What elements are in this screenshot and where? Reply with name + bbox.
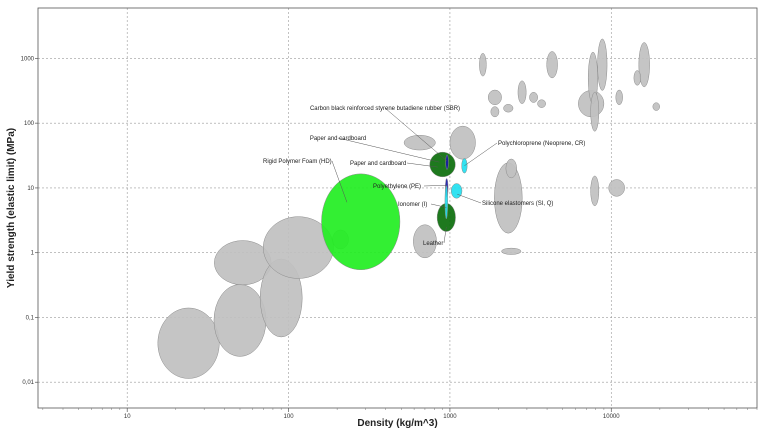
annotation-label: Paper and cardboard (310, 136, 366, 142)
annotation-leader (384, 107, 448, 162)
bubble-material (503, 104, 514, 113)
bubble-ionomer-i (444, 185, 448, 220)
y-axis-label: Yield strength (elastic limit) (MPa) (6, 128, 17, 288)
annotation-leader (430, 203, 447, 208)
bubble-material (479, 53, 487, 77)
annotation-leader (457, 193, 482, 204)
annotation-label: Rigid Polymer Foam (HD) (263, 159, 332, 165)
bubble-material (517, 80, 527, 104)
bubble-material (214, 240, 272, 286)
bubble-rigid-polymer-foam-hd (321, 173, 401, 270)
annotation-label: Silicone elastomers (SI, Q) (482, 201, 553, 207)
annotations: Carbon black reinforced styrene butadien… (263, 106, 585, 247)
bubble-material (449, 125, 476, 160)
y-tick-label: 0,1 (26, 315, 35, 321)
bubble-material (633, 70, 641, 86)
bubble-material (487, 89, 502, 106)
y-tick-label: 1 (31, 251, 35, 257)
bubble-material (403, 135, 436, 151)
y-tick-label: 0,01 (22, 380, 34, 386)
x-tick-label: 10000 (603, 414, 620, 420)
x-axis-label: Density (kg/m^3) (357, 418, 437, 429)
leader-lines (331, 107, 498, 244)
annotation-label: Ionomer (I) (398, 202, 427, 208)
annotation-leader (337, 137, 440, 163)
bubble-material (652, 102, 660, 111)
y-tick-label: 1000 (21, 56, 35, 62)
annotation-label: Carbon black reinforced styrene butadien… (310, 106, 460, 112)
y-tick-label: 10 (27, 186, 34, 192)
y-tick-label: 100 (24, 121, 35, 127)
bubble-material (590, 175, 600, 207)
x-tick-label: 100 (284, 414, 295, 420)
bubble-layer (157, 38, 660, 379)
bubble-material (608, 179, 625, 197)
bubble-material (537, 99, 546, 108)
bubble-material (490, 106, 500, 118)
bubble-material (546, 51, 558, 79)
bubble-silicone-elastomers-si-q (450, 183, 463, 199)
annotation-label: Polyethylene (PE) (373, 184, 421, 190)
bubble-material (529, 92, 538, 103)
bubble-paper-and-cardboard (429, 151, 456, 178)
annotation-leader (464, 142, 498, 166)
annotation-leader (443, 226, 447, 244)
annotation-leader (406, 162, 438, 168)
plot-frame (37, 7, 758, 409)
bubble-material (501, 247, 522, 255)
bubble-material (413, 224, 437, 259)
annotation-label: Polychloroprene (Neoprene, CR) (498, 141, 585, 147)
bubble-material (213, 284, 267, 357)
bubble-material (157, 307, 220, 379)
bubble-material (638, 42, 650, 88)
bubble-material (597, 38, 608, 91)
annotation-leader (331, 160, 348, 203)
annotation-label: Paper and cardboard (350, 161, 406, 167)
bubble-carbon-black-reinforced-styrene-butadiene-rubber-sbr (445, 154, 449, 170)
bubble-material (615, 89, 623, 106)
x-tick-label: 1000 (443, 414, 457, 420)
axis-ticks: 10 100 1000 10000 0,01 0,1 1 10 100 1000 (21, 56, 758, 420)
bubble-material (590, 92, 600, 132)
bubble-material (505, 158, 517, 179)
annotation-leader (423, 184, 447, 187)
annotation-label: Leather (423, 241, 443, 247)
x-tick-label: 10 (124, 414, 131, 420)
